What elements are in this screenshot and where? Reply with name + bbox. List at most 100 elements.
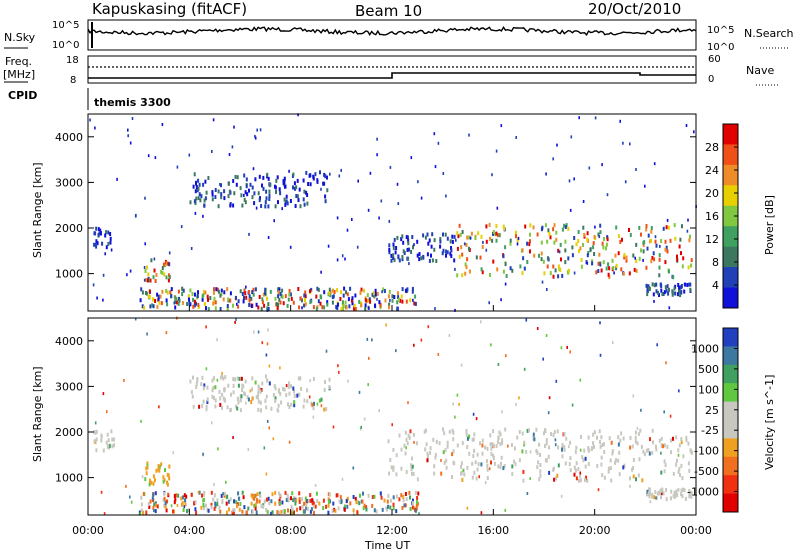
range-cell: [563, 432, 566, 436]
range-cell: [159, 294, 162, 299]
range-cell: [541, 225, 544, 230]
range-cell: [210, 421, 213, 425]
range-cell: [277, 294, 280, 299]
range-cell: [395, 494, 398, 499]
range-cell: [401, 287, 404, 292]
range-cell: [468, 235, 471, 240]
range-cell: [232, 377, 235, 382]
range-cell: [301, 504, 304, 509]
range-cell: [131, 117, 134, 120]
range-cell: [371, 338, 373, 342]
range-cell: [442, 232, 444, 237]
range-cell: [197, 490, 200, 494]
range-cell: [129, 269, 132, 273]
range-cell: [646, 292, 649, 297]
range-cell: [366, 337, 369, 341]
range-cell: [190, 247, 193, 250]
range-cell: [145, 510, 148, 515]
range-cell: [667, 291, 670, 296]
range-cell: [212, 118, 215, 122]
range-cell: [224, 491, 227, 496]
range-cell: [602, 245, 605, 250]
range-cell: [111, 437, 114, 442]
range-cell: [245, 177, 248, 182]
range-cell: [142, 510, 145, 515]
range-cell: [569, 208, 572, 212]
range-cell: [248, 294, 251, 299]
range-cell: [352, 466, 355, 470]
range-cell: [400, 237, 403, 242]
range-cell: [542, 357, 544, 361]
range-cell: [264, 200, 267, 205]
colorbar-tick-label: -1000: [687, 486, 719, 499]
range-cell: [166, 482, 169, 487]
range-cell: [304, 298, 306, 303]
range-cell: [680, 285, 683, 289]
range-cell: [410, 467, 413, 471]
range-cell: [299, 506, 302, 511]
range-cell: [340, 500, 343, 505]
range-cell: [521, 271, 524, 276]
range-cell: [673, 490, 676, 495]
range-cell: [505, 274, 508, 278]
range-cell: [257, 392, 260, 397]
range-cell: [677, 448, 680, 453]
range-cell: [485, 239, 488, 244]
range-cell: [240, 394, 243, 399]
range-cell: [670, 496, 672, 501]
range-cell: [579, 246, 582, 251]
colorbar-swatch: [723, 456, 738, 476]
range-cell: [540, 251, 543, 256]
range-cell: [248, 298, 251, 303]
range-cell: [389, 458, 392, 462]
range-cell: [351, 296, 354, 301]
range-cell: [140, 502, 143, 507]
range-cell: [254, 134, 256, 138]
range-cell: [146, 278, 149, 283]
range-cell: [345, 290, 347, 295]
range-cell: [145, 466, 148, 471]
range-cell: [660, 451, 662, 455]
range-cell: [174, 497, 177, 502]
range-cell: [509, 266, 512, 271]
range-cell: [326, 175, 328, 180]
range-cell: [559, 268, 562, 272]
range-cell: [552, 227, 555, 232]
range-cell: [319, 170, 321, 175]
range-cell: [256, 128, 258, 132]
range-cell: [297, 287, 300, 291]
range-cell: [292, 498, 295, 503]
range-cell: [141, 290, 144, 295]
range-cell: [229, 203, 232, 208]
range-cell: [503, 464, 506, 468]
range-cell: [680, 440, 683, 445]
range-cell: [407, 433, 410, 438]
range-cell: [658, 273, 661, 278]
range-cell: [163, 503, 166, 508]
range-cell: [214, 195, 217, 199]
range-cell: [666, 249, 669, 254]
range-cell: [312, 501, 315, 506]
range-cell: [609, 458, 612, 463]
range-cell: [602, 260, 605, 265]
range-cell: [212, 385, 215, 390]
range-cell: [500, 455, 503, 460]
range-cell: [618, 450, 621, 455]
range-cell: [202, 497, 205, 502]
colorbar-swatch: [723, 246, 738, 268]
range-cell: [646, 489, 649, 494]
range-cell: [426, 451, 429, 456]
range-cell: [373, 508, 376, 513]
range-cell: [203, 198, 206, 203]
range-cell: [167, 492, 169, 496]
range-cell: [202, 452, 204, 456]
range-cell: [682, 487, 685, 492]
range-cell: [278, 187, 281, 192]
range-cell: [328, 291, 331, 296]
range-cell: [237, 400, 240, 405]
range-cell: [277, 302, 280, 307]
range-cell: [553, 430, 556, 434]
range-cell: [349, 501, 352, 506]
range-cell: [212, 301, 215, 306]
range-cell: [258, 198, 261, 203]
